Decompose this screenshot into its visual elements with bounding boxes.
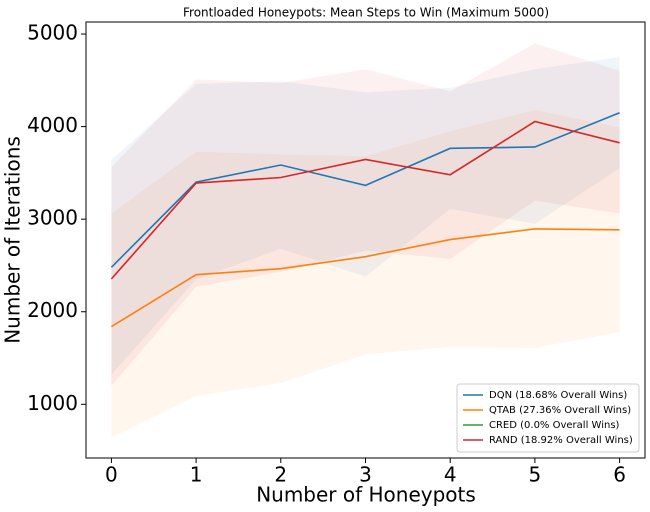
x-axis-label: Number of Honeypots bbox=[256, 483, 476, 507]
legend-label: DQN (18.68% Overall Wins) bbox=[489, 390, 627, 401]
line bbox=[110, 228, 620, 328]
x-tick-label: 5 bbox=[529, 463, 542, 487]
legend-label: CRED (0.0% Overall Wins) bbox=[489, 420, 620, 431]
error-band bbox=[111, 57, 620, 375]
x-tick-label: 6 bbox=[613, 463, 626, 487]
x-tick-label: 1 bbox=[190, 463, 203, 487]
y-tick-label: 4000 bbox=[27, 113, 78, 137]
y-tick-label: 5000 bbox=[27, 21, 78, 45]
y-tick-label: 2000 bbox=[27, 298, 78, 322]
legend-label: QTAB (27.36% Overall Wins) bbox=[489, 405, 631, 416]
line bbox=[110, 120, 620, 280]
x-tick-label: 3 bbox=[359, 463, 372, 487]
chart-title: Frontloaded Honeypots: Mean Steps to Win… bbox=[183, 6, 549, 20]
y-tick-label: 3000 bbox=[27, 206, 78, 230]
x-tick-label: 2 bbox=[274, 463, 287, 487]
x-tick-label: 0 bbox=[105, 463, 118, 487]
line bbox=[110, 111, 620, 268]
legend-box bbox=[456, 383, 640, 453]
x-tick-label: 4 bbox=[444, 463, 457, 487]
legend-label: RAND (18.92% Overall Wins) bbox=[489, 435, 633, 446]
y-axis-label: Number of Iterations bbox=[1, 136, 25, 344]
y-tick-label: 1000 bbox=[27, 391, 78, 415]
error-band bbox=[111, 109, 620, 438]
error-band bbox=[111, 43, 620, 386]
